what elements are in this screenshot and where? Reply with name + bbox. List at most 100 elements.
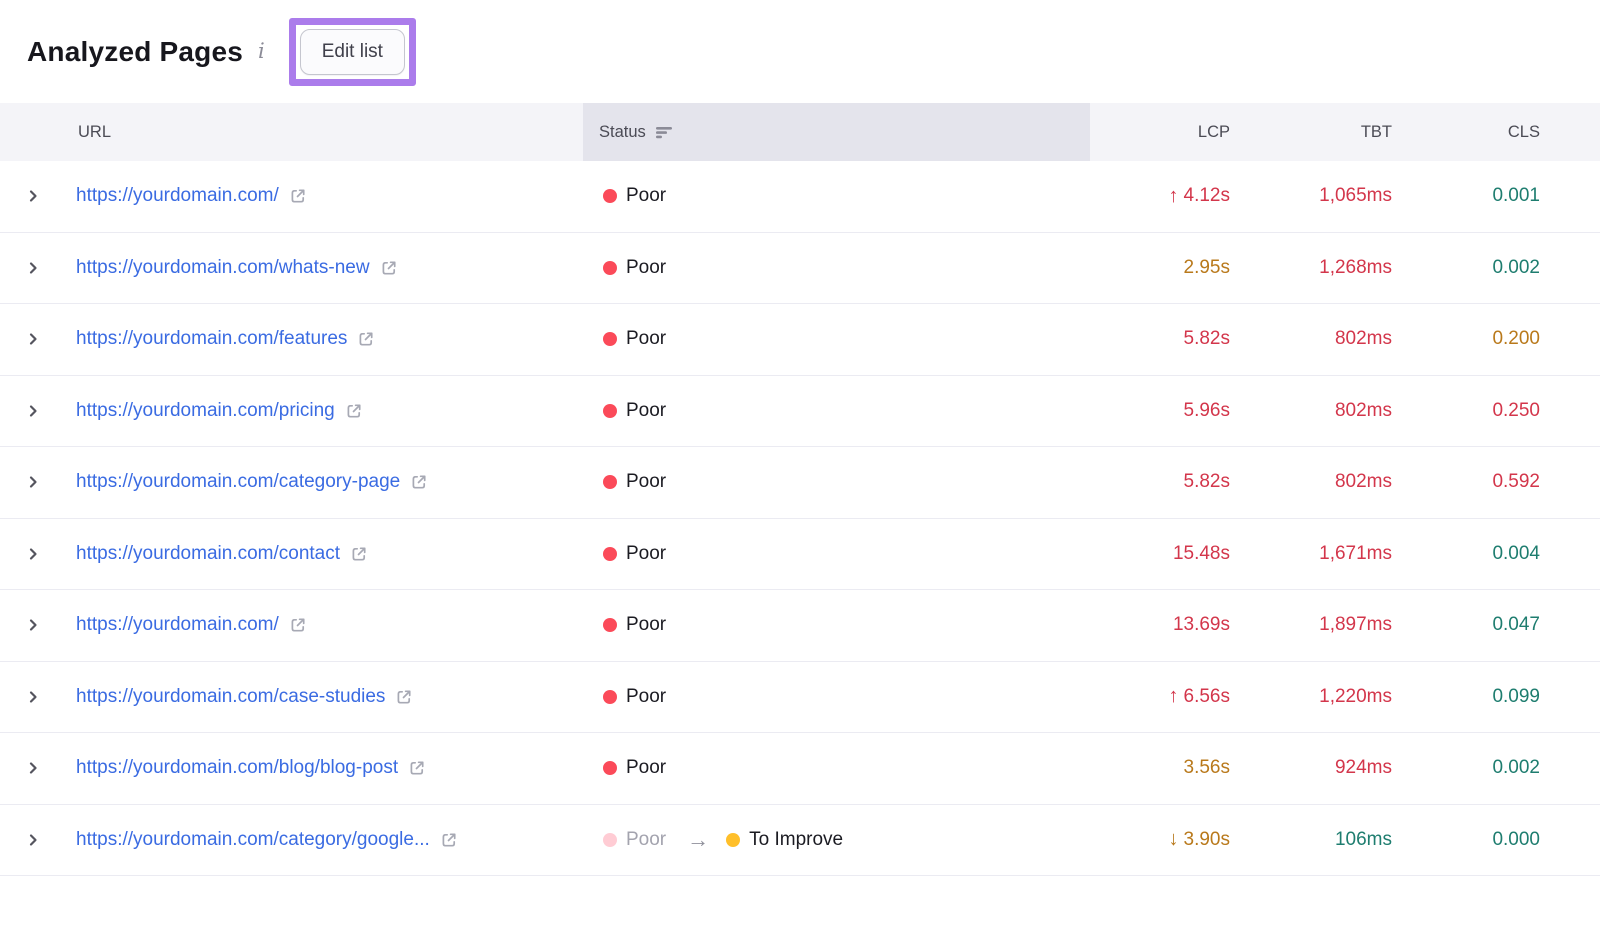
expand-chevron-icon[interactable] [26, 189, 40, 203]
table-row: https://yourdomain.com/category/google..… [0, 804, 1600, 876]
lcp-value: 15.48s [1172, 542, 1230, 564]
status-label: Poor [626, 328, 667, 350]
status-header-label: Status [599, 122, 646, 141]
status-dot-poor-faded-icon [603, 832, 617, 847]
url-link[interactable]: https://yourdomain.com/blog/blog-post [76, 757, 399, 779]
cls-value: 0.000 [1492, 828, 1540, 850]
lcp-value: 2.95s [1183, 256, 1230, 278]
column-header-cls[interactable]: CLS [1507, 122, 1540, 141]
trend-up-icon: ↑ [1168, 184, 1179, 207]
expand-chevron-icon[interactable] [26, 332, 40, 346]
external-link-icon[interactable] [349, 544, 369, 564]
lcp-value: 3.56s [1183, 757, 1230, 779]
table-row: https://yourdomain.com/features Poor 5.8… [0, 304, 1600, 376]
url-link[interactable]: https://yourdomain.com/category/google..… [76, 828, 430, 850]
status-dot-to-improve-icon [726, 832, 741, 847]
external-link-icon[interactable] [407, 758, 427, 778]
url-link[interactable]: https://yourdomain.com/ [76, 614, 279, 636]
cls-value: 0.592 [1492, 471, 1540, 493]
expand-chevron-icon[interactable] [26, 833, 40, 847]
status-cell: Poor [583, 328, 1090, 350]
column-header-lcp[interactable]: LCP [1197, 122, 1230, 141]
tbt-value: 1,897ms [1319, 614, 1392, 636]
status-dot-poor-icon [603, 260, 617, 275]
lcp-value: 5.82s [1183, 471, 1230, 493]
status-dot-poor-icon [603, 761, 617, 776]
table-row: https://yourdomain.com/category-page Poo… [0, 447, 1600, 519]
status-dot-poor-icon [603, 546, 617, 561]
status-label: Poor [626, 256, 667, 278]
external-link-icon[interactable] [439, 830, 459, 850]
table-row: https://yourdomain.com/pricing Poor 5.96… [0, 375, 1600, 447]
url-link[interactable]: https://yourdomain.com/whats-new [76, 256, 370, 278]
external-link-icon[interactable] [356, 329, 376, 349]
tbt-value: 802ms [1334, 471, 1392, 493]
url-link[interactable]: https://yourdomain.com/contact [76, 542, 341, 564]
status-label: Poor [626, 185, 667, 207]
table-row: https://yourdomain.com/ Poor ↑ 4.12s 1,06… [0, 161, 1600, 233]
external-link-icon[interactable] [409, 472, 429, 492]
expand-chevron-icon[interactable] [26, 690, 40, 704]
annotation-highlight-box: Edit list [288, 17, 416, 86]
url-link[interactable]: https://yourdomain.com/case-studies [76, 685, 386, 707]
external-link-icon[interactable] [394, 687, 414, 707]
expand-chevron-icon[interactable] [26, 475, 40, 489]
column-header-url[interactable]: URL [78, 122, 112, 141]
status-cell: Poor [583, 686, 1090, 708]
cls-value: 0.200 [1492, 328, 1540, 350]
status-dot-poor-icon [603, 332, 617, 347]
cls-value: 0.004 [1492, 542, 1540, 564]
cls-value: 0.002 [1492, 256, 1540, 278]
tbt-value: 924ms [1334, 757, 1392, 779]
column-header-tbt[interactable]: TBT [1360, 122, 1392, 141]
status-dot-poor-icon [603, 618, 617, 633]
status-label: Poor [626, 471, 667, 493]
expand-chevron-icon[interactable] [26, 618, 40, 632]
url-link[interactable]: https://yourdomain.com/category-page [76, 471, 401, 493]
status-cell: Poor [583, 471, 1090, 493]
cls-value: 0.099 [1492, 685, 1540, 707]
status-label: Poor [626, 399, 667, 421]
tbt-value: 802ms [1334, 399, 1392, 421]
info-icon[interactable]: i [258, 39, 265, 63]
status-dot-poor-icon [603, 689, 617, 704]
status-cell: Poor [583, 614, 1090, 636]
previous-status-label: Poor [626, 828, 667, 850]
cls-value: 0.250 [1492, 399, 1540, 421]
status-cell: Poor [583, 185, 1090, 207]
external-link-icon[interactable] [379, 258, 399, 278]
tbt-value: 1,268ms [1319, 256, 1392, 278]
url-link[interactable]: https://yourdomain.com/pricing [76, 399, 335, 421]
status-label: Poor [626, 614, 667, 636]
expand-chevron-icon[interactable] [26, 261, 40, 275]
external-link-icon[interactable] [288, 186, 308, 206]
cls-value: 0.047 [1492, 614, 1540, 636]
expand-chevron-icon[interactable] [26, 404, 40, 418]
status-transition-arrow-icon: → [687, 826, 710, 852]
url-link[interactable]: https://yourdomain.com/ [76, 185, 279, 207]
expand-chevron-icon[interactable] [26, 547, 40, 561]
trend-up-icon: ↑ [1168, 685, 1179, 708]
edit-list-button[interactable]: Edit list [299, 28, 405, 75]
page-title: Analyzed Pages [27, 35, 243, 67]
column-header-status[interactable]: Status [583, 103, 1090, 161]
status-cell: Poor [583, 257, 1090, 279]
analyzed-pages-table: URL Status LCP TBT CLS https://yourdomai… [0, 103, 1600, 876]
table-header-row: URL Status LCP TBT CLS [0, 103, 1600, 161]
status-cell: Poor → To Improve [583, 826, 1090, 852]
external-link-icon[interactable] [344, 401, 364, 421]
expand-chevron-icon[interactable] [26, 761, 40, 775]
status-label: Poor [626, 685, 667, 707]
tbt-value: 1,220ms [1319, 685, 1392, 707]
status-cell: Poor [583, 543, 1090, 565]
lcp-value: ↑ 4.12s [1168, 184, 1230, 207]
status-dot-poor-icon [603, 189, 617, 204]
table-row: https://yourdomain.com/whats-new Poor 2.… [0, 232, 1600, 304]
page-header: Analyzed Pages i Edit list [0, 0, 1600, 103]
url-link[interactable]: https://yourdomain.com/features [76, 328, 348, 350]
cls-value: 0.001 [1492, 185, 1540, 207]
tbt-value: 1,065ms [1319, 185, 1392, 207]
table-row: https://yourdomain.com/ Poor 13.69s 1,89… [0, 590, 1600, 662]
external-link-icon[interactable] [288, 615, 308, 635]
